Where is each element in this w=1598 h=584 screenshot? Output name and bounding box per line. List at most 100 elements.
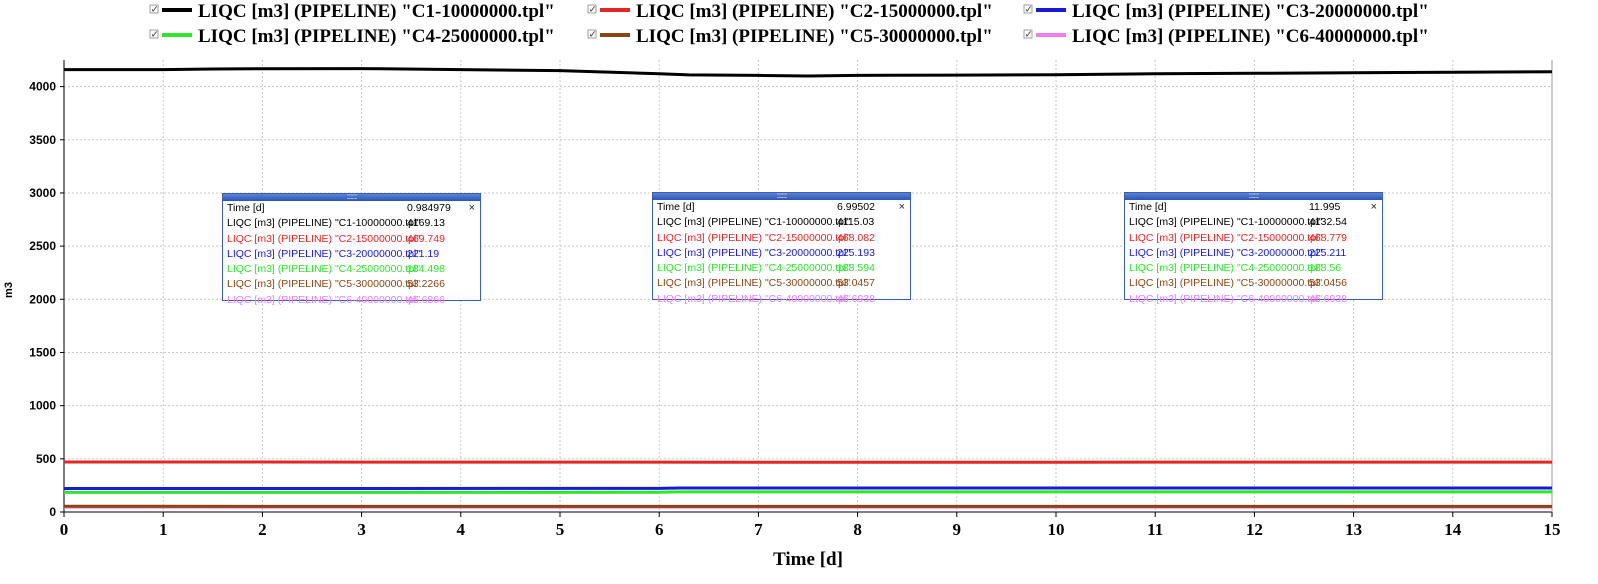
legend-label: LIQC [m3] (PIPELINE) "C3-20000000.tpl" xyxy=(1072,1,1429,22)
tooltip-row: LIQC [m3] (PIPELINE) "C1-10000000.tpl" 41… xyxy=(223,216,480,231)
y-tick-label: 2500 xyxy=(29,239,56,253)
y-tick-label: 4000 xyxy=(29,80,56,94)
tooltip-row-label: LIQC [m3] (PIPELINE) "C1-10000000.tpl" xyxy=(1129,216,1323,229)
legend-checkbox[interactable] xyxy=(149,29,159,39)
tooltip-row-value: 468.779 xyxy=(1309,231,1347,244)
series-line-4 xyxy=(63,490,1552,494)
x-tick-label: 8 xyxy=(853,520,862,539)
legend-item-4[interactable]: ✓ LIQC [m3] (PIPELINE) "C4-25000000.tpl" xyxy=(149,26,555,47)
close-icon[interactable]: × xyxy=(1370,201,1377,213)
y-tick-label: 500 xyxy=(36,452,56,466)
x-tick-label: 15 xyxy=(1544,520,1561,539)
legend-label: LIQC [m3] (PIPELINE) "C1-10000000.tpl" xyxy=(198,1,555,22)
legend[interactable]: ✓ LIQC [m3] (PIPELINE) "C1-10000000.tpl" ✓… xyxy=(149,1,1429,47)
x-tick-label: 1 xyxy=(159,520,168,539)
legend-checkbox[interactable] xyxy=(587,29,597,39)
tooltip-row-value: 53.0457 xyxy=(837,277,875,290)
tooltip-row: LIQC [m3] (PIPELINE) "C2-15000000.tpl" 46… xyxy=(653,231,910,246)
tooltip-row-label: LIQC [m3] (PIPELINE) "C5-30000000.tpl" xyxy=(1129,277,1323,290)
x-tick-label: 0 xyxy=(60,520,69,539)
x-tick-label: 4 xyxy=(457,520,466,539)
legend-label: LIQC [m3] (PIPELINE) "C5-30000000.tpl" xyxy=(636,26,993,47)
checkmark-icon: ✓ xyxy=(589,30,597,41)
tooltip-row-value: 53.0456 xyxy=(1309,277,1347,290)
tooltip-row: LIQC [m3] (PIPELINE) "C2-15000000.tpl" 46… xyxy=(1125,231,1382,246)
y-tick-label: 3000 xyxy=(29,186,56,200)
tooltip-row: LIQC [m3] (PIPELINE) "C3-20000000.tpl" 22… xyxy=(1125,246,1382,261)
tooltip-row-label: LIQC [m3] (PIPELINE) "C4-25000000.tpl" xyxy=(1129,262,1323,275)
tooltip-3[interactable]: :::::::: Time [d] 11.995 × LIQC [m3] (PI… xyxy=(1124,192,1383,305)
tooltip-row: LIQC [m3] (PIPELINE) "C1-10000000.tpl" 41… xyxy=(1125,215,1382,230)
checkmark-icon: ✓ xyxy=(151,5,159,16)
tooltip-row-label: LIQC [m3] (PIPELINE) "C2-15000000.tpl" xyxy=(1129,231,1323,244)
tooltip-2[interactable]: :::::::: Time [d] 6.99502 × LIQC [m3] (P… xyxy=(652,192,911,305)
tooltip-row: LIQC [m3] (PIPELINE) "C5-30000000.tpl" 53… xyxy=(1125,276,1382,291)
x-tick-label: 11 xyxy=(1147,520,1163,539)
legend-item-2[interactable]: ✓ LIQC [m3] (PIPELINE) "C2-15000000.tpl" xyxy=(587,1,993,22)
tooltip-row: LIQC [m3] (PIPELINE) "C3-20000000.tpl" 22… xyxy=(653,246,910,261)
tooltip-time-row: Time [d] 6.99502 × xyxy=(653,200,910,215)
x-tick-label: 12 xyxy=(1246,520,1263,539)
tooltip-row: LIQC [m3] (PIPELINE) "C1-10000000.tpl" 41… xyxy=(653,215,910,230)
series-line-3 xyxy=(63,486,1552,490)
y-tick-label: 1500 xyxy=(29,345,56,359)
close-icon[interactable]: × xyxy=(898,201,905,213)
tooltip-row-value: 225.211 xyxy=(1309,246,1347,259)
tooltip-row: LIQC [m3] (PIPELINE) "C2-15000000.tpl" 46… xyxy=(223,232,480,247)
x-tick-label: 6 xyxy=(655,520,664,539)
tooltip-rows: LIQC [m3] (PIPELINE) "C1-10000000.tpl" 41… xyxy=(1125,215,1382,307)
x-tick-label: 10 xyxy=(1048,520,1065,539)
tooltip-drag-handle[interactable]: :::::::: xyxy=(653,192,910,200)
series-lines xyxy=(63,67,1553,509)
tooltip-row-label: LIQC [m3] (PIPELINE) "C3-20000000.tpl" xyxy=(657,246,851,259)
y-tick-label: 3500 xyxy=(29,133,56,147)
tooltip-time-value: 0.984979 xyxy=(407,202,451,214)
legend-label: LIQC [m3] (PIPELINE) "C6-40000000.tpl" xyxy=(1072,26,1429,47)
tooltip-row-value: 468.082 xyxy=(837,231,875,244)
y-tick-label: 0 xyxy=(49,505,56,519)
tooltip-drag-handle[interactable]: :::::::: xyxy=(223,193,480,201)
tooltip-drag-handle[interactable]: :::::::: xyxy=(1125,192,1382,200)
tooltip-row: LIQC [m3] (PIPELINE) "C6-40000000.tpl" 45… xyxy=(1125,292,1382,307)
tooltip-row-value: 4132.54 xyxy=(1309,216,1347,229)
tooltip-row-label: LIQC [m3] (PIPELINE) "C1-10000000.tpl" xyxy=(227,217,421,230)
tooltip-row: LIQC [m3] (PIPELINE) "C4-25000000.tpl" 18… xyxy=(653,261,910,276)
legend-item-1[interactable]: ✓ LIQC [m3] (PIPELINE) "C1-10000000.tpl" xyxy=(149,1,555,22)
tooltip-row-value: 4115.03 xyxy=(837,216,875,229)
tooltip-row-label: LIQC [m3] (PIPELINE) "C2-15000000.tpl" xyxy=(657,231,851,244)
tooltip-row: LIQC [m3] (PIPELINE) "C3-20000000.tpl" 22… xyxy=(223,247,480,262)
checkmark-icon: ✓ xyxy=(1025,30,1033,41)
tooltip-row-label: LIQC [m3] (PIPELINE) "C5-30000000.tpl" xyxy=(657,277,851,290)
tooltip-row-label: LIQC [m3] (PIPELINE) "C6-40000000.tpl" xyxy=(1129,292,1323,305)
tooltip-1[interactable]: :::::::: Time [d] 0.984979 × LIQC [m3] (… xyxy=(222,193,481,306)
legend-item-5[interactable]: ✓ LIQC [m3] (PIPELINE) "C5-30000000.tpl" xyxy=(587,26,993,47)
tooltip-time-row: Time [d] 11.995 × xyxy=(1125,200,1382,215)
legend-checkbox[interactable] xyxy=(149,4,159,14)
legend-item-6[interactable]: ✓ LIQC [m3] (PIPELINE) "C6-40000000.tpl" xyxy=(1023,26,1429,47)
tooltip-row-value: 188.594 xyxy=(837,262,875,275)
tooltip-row-value: 4169.13 xyxy=(407,217,445,230)
legend-item-3[interactable]: ✓ LIQC [m3] (PIPELINE) "C3-20000000.tpl" xyxy=(1023,1,1429,22)
tooltip-time-value: 11.995 xyxy=(1309,201,1341,213)
tooltip-row-label: LIQC [m3] (PIPELINE) "C6-40000000.tpl" xyxy=(227,293,421,306)
tooltip-row-value: 45.6866 xyxy=(407,293,445,306)
axes: 0 1 2 3 4 5 6 7 8 9 10 11 12 13 14 15050010001500200025… xyxy=(29,60,1561,539)
tooltip-row-label: LIQC [m3] (PIPELINE) "C4-25000000.tpl" xyxy=(657,262,851,275)
tooltip-row-value: 221.19 xyxy=(407,247,440,260)
x-tick-label: 5 xyxy=(556,520,565,539)
legend-checkbox[interactable] xyxy=(1023,29,1033,39)
checkmark-icon: ✓ xyxy=(151,30,159,41)
tooltip-row-label: LIQC [m3] (PIPELINE) "C3-20000000.tpl" xyxy=(1129,246,1323,259)
tooltip-row-label: LIQC [m3] (PIPELINE) "C4-25000000.tpl" xyxy=(227,263,421,276)
x-tick-label: 7 xyxy=(754,520,763,539)
tooltip-row-label: LIQC [m3] (PIPELINE) "C6-40000000.tpl" xyxy=(657,292,851,305)
close-icon[interactable]: × xyxy=(468,202,475,214)
legend-checkbox[interactable] xyxy=(1023,4,1033,14)
y-tick-label: 2000 xyxy=(29,292,56,306)
x-tick-label: 2 xyxy=(258,520,267,539)
tooltip-rows: LIQC [m3] (PIPELINE) "C1-10000000.tpl" 41… xyxy=(653,215,910,307)
y-axis-title: m3 xyxy=(3,282,15,298)
legend-checkbox[interactable] xyxy=(587,4,597,14)
checkmark-icon: ✓ xyxy=(589,5,597,16)
tooltip-row: LIQC [m3] (PIPELINE) "C5-30000000.tpl" 53… xyxy=(653,276,910,291)
